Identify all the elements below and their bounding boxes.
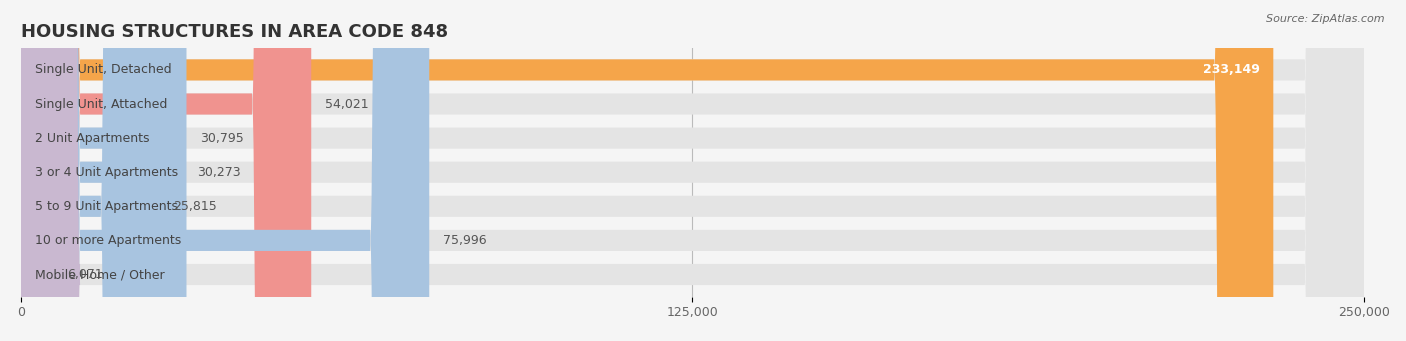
Text: 233,149: 233,149 xyxy=(1204,63,1260,76)
Text: 5 to 9 Unit Apartments: 5 to 9 Unit Apartments xyxy=(35,200,177,213)
Text: 3 or 4 Unit Apartments: 3 or 4 Unit Apartments xyxy=(35,166,177,179)
FancyBboxPatch shape xyxy=(21,0,1364,341)
FancyBboxPatch shape xyxy=(21,0,1364,341)
Text: Single Unit, Detached: Single Unit, Detached xyxy=(35,63,172,76)
Text: 10 or more Apartments: 10 or more Apartments xyxy=(35,234,181,247)
FancyBboxPatch shape xyxy=(21,0,1364,341)
Text: 6,071: 6,071 xyxy=(67,268,103,281)
Text: 30,795: 30,795 xyxy=(200,132,243,145)
FancyBboxPatch shape xyxy=(21,0,1364,341)
Text: 75,996: 75,996 xyxy=(443,234,486,247)
FancyBboxPatch shape xyxy=(21,0,187,341)
Text: 25,815: 25,815 xyxy=(173,200,217,213)
FancyBboxPatch shape xyxy=(0,0,80,341)
Text: HOUSING STRUCTURES IN AREA CODE 848: HOUSING STRUCTURES IN AREA CODE 848 xyxy=(21,23,449,41)
FancyBboxPatch shape xyxy=(21,0,311,341)
Text: Source: ZipAtlas.com: Source: ZipAtlas.com xyxy=(1267,14,1385,24)
Text: 54,021: 54,021 xyxy=(325,98,368,110)
FancyBboxPatch shape xyxy=(21,0,429,341)
Text: Mobile Home / Other: Mobile Home / Other xyxy=(35,268,165,281)
Text: 30,273: 30,273 xyxy=(197,166,240,179)
FancyBboxPatch shape xyxy=(21,0,184,341)
FancyBboxPatch shape xyxy=(21,0,1364,341)
FancyBboxPatch shape xyxy=(21,0,160,341)
Text: 2 Unit Apartments: 2 Unit Apartments xyxy=(35,132,149,145)
FancyBboxPatch shape xyxy=(21,0,1364,341)
Text: Single Unit, Attached: Single Unit, Attached xyxy=(35,98,167,110)
FancyBboxPatch shape xyxy=(21,0,1364,341)
FancyBboxPatch shape xyxy=(21,0,1274,341)
